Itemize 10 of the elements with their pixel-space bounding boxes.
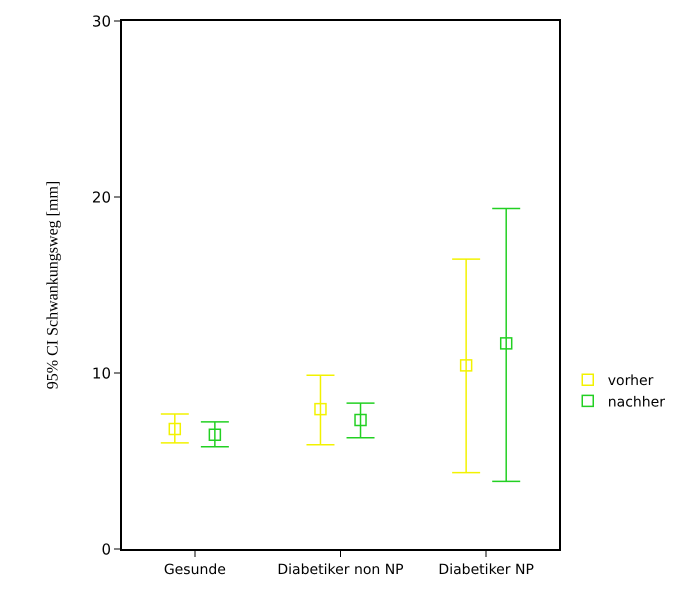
y-tick-label: 10 xyxy=(92,364,111,382)
legend-label: vorher xyxy=(608,373,654,390)
x-tick-label: Gesunde xyxy=(164,562,226,578)
y-tick-label: 20 xyxy=(92,188,111,206)
x-tick-label: Diabetiker NP xyxy=(438,562,534,578)
y-axis-title: 95% CI Schwankungsweg [mm] xyxy=(44,180,62,390)
y-tick-label: 30 xyxy=(92,12,111,30)
y-tick-label: 0 xyxy=(101,540,111,558)
x-tick-label: Diabetiker non NP xyxy=(277,562,404,578)
legend-label: nachher xyxy=(608,394,666,410)
